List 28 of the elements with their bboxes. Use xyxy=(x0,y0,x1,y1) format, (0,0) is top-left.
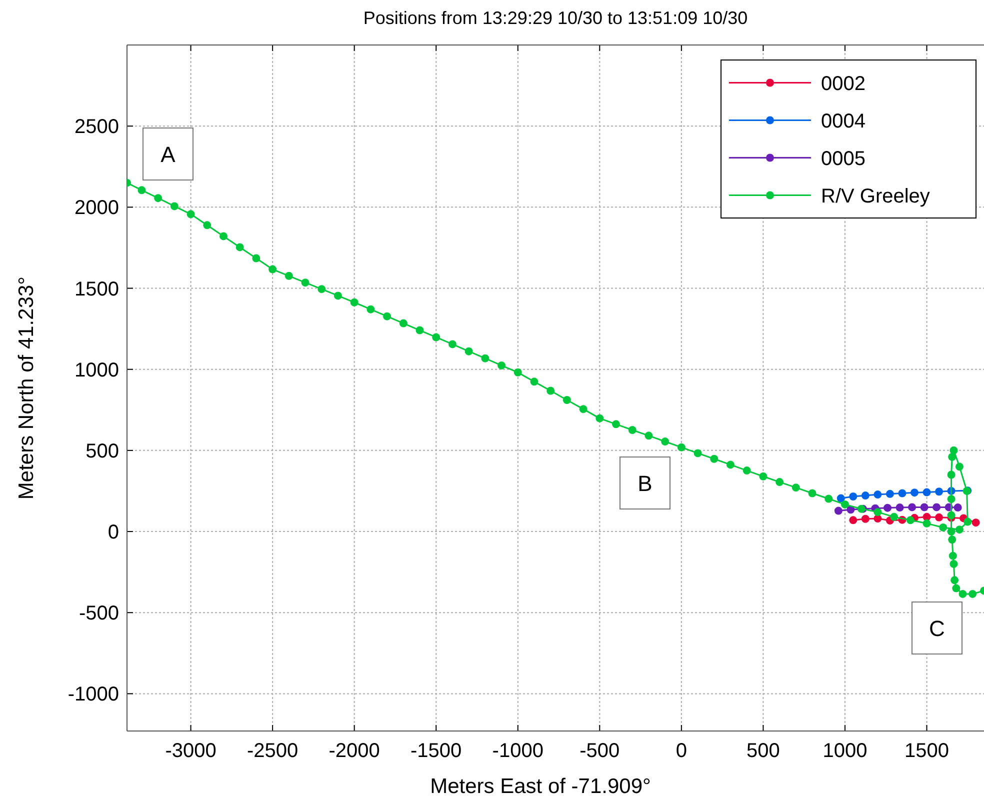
y-tick-label: 2500 xyxy=(74,116,119,138)
y-axis-title: Meters North of 41.233° xyxy=(15,276,38,500)
x-tick-label: -1000 xyxy=(492,740,544,762)
y-tick-label: 2000 xyxy=(74,197,119,220)
x-tick-label: -2000 xyxy=(328,740,380,762)
x-axis-title: Meters East of -71.909° xyxy=(430,775,651,798)
x-tick-label: -500 xyxy=(580,740,620,762)
y-tick-label: 0 xyxy=(108,522,119,544)
legend-label: 0002 xyxy=(821,72,866,95)
x-tick-label: 1000 xyxy=(822,740,868,762)
x-tick-label: -1500 xyxy=(410,740,462,762)
annotation: B xyxy=(638,471,652,496)
x-tick-label: -3000 xyxy=(165,740,216,762)
x-tick-label: 500 xyxy=(746,740,780,762)
y-tick-label: -1000 xyxy=(68,684,119,706)
x-tick-label: 1500 xyxy=(904,740,950,762)
annotation: C xyxy=(929,616,946,641)
x-tick-label: 0 xyxy=(676,740,687,762)
annotation: A xyxy=(160,142,176,167)
y-tick-label: 1500 xyxy=(74,278,119,300)
x-tick-label: -2500 xyxy=(246,740,298,762)
legend-label: 0005 xyxy=(821,148,866,170)
y-tick-label: 500 xyxy=(86,440,119,462)
chart-title: Positions from 13:29:29 10/30 to 13:51:09 10/30 xyxy=(363,8,748,28)
legend-label: R/V Greeley xyxy=(821,185,930,208)
y-tick-label: -500 xyxy=(78,602,119,625)
y-tick-label: 1000 xyxy=(74,359,119,382)
legend-label: 0004 xyxy=(821,110,866,132)
